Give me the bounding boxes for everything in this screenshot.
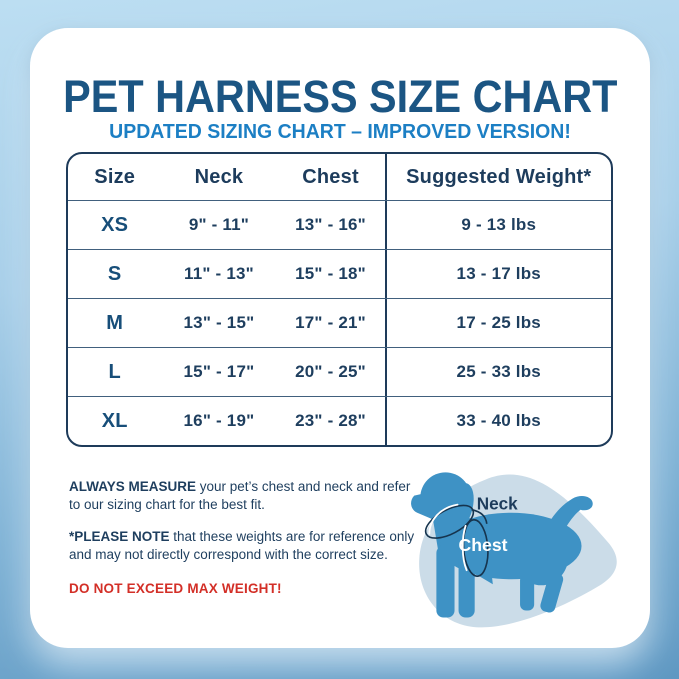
cell-weight: 25 - 33 lbs (384, 348, 611, 396)
cell-size: L (108, 360, 121, 383)
cell-weight: 33 - 40 lbs (384, 397, 611, 445)
cell-neck: 13" - 15" (183, 313, 255, 332)
note-measure-text: your pet’s chest and neck and refer to o… (69, 479, 411, 513)
note-measure: ALWAYS MEASURE your pet’s chest and neck… (69, 478, 415, 514)
table-row-l: L 15" - 17" 20" - 25" 25 - 33 lbs (68, 347, 611, 396)
cell-size: XL (101, 409, 128, 432)
page-subtitle: UPDATED SIZING CHART – IMPROVED VERSION! (30, 120, 650, 143)
cell-size: XS (101, 213, 129, 236)
cell-weight: 13 - 17 lbs (384, 250, 611, 298)
chest-ring-highlight (461, 524, 468, 572)
cell-weight: 17 - 25 lbs (384, 299, 611, 347)
max-weight-warning: DO NOT EXCEED MAX WEIGHT! (69, 581, 282, 597)
chest-label: Chest (459, 535, 508, 555)
ring-connector-line (471, 508, 488, 524)
table-row-s: S 11" - 13" 15" - 18" 13 - 17 lbs (68, 249, 611, 298)
cell-neck: 11" - 13" (183, 264, 254, 283)
cell-size: S (107, 262, 122, 285)
cell-neck: 9" - 11" (188, 215, 250, 234)
notes-block: ALWAYS MEASURE your pet’s chest and neck… (69, 478, 415, 612)
neck-label: Neck (477, 494, 518, 514)
cell-chest: 23" - 28" (295, 411, 366, 430)
column-header-weight: Suggested Weight* (384, 154, 611, 200)
table-row-xs: XS 9" - 11" 13" - 16" 9 - 13 lbs (68, 200, 611, 249)
table-row-xl: XL 16" - 19" 23" - 28" 33 - 40 lbs (68, 396, 611, 445)
table-row-m: M 13" - 15" 17" - 21" 17 - 25 lbs (68, 298, 611, 347)
cell-chest: 17" - 21" (295, 313, 366, 332)
cell-neck: 16" - 19" (183, 411, 255, 430)
cell-chest: 15" - 18" (295, 264, 366, 283)
cell-chest: 13" - 16" (295, 215, 366, 234)
note-reference-text: that these weights are for reference onl… (69, 529, 415, 563)
column-header-size: Size (94, 165, 136, 188)
note-measure-lead: ALWAYS MEASURE (69, 479, 197, 494)
page-title-text: PET HARNESS SIZE CHART (62, 71, 618, 122)
column-header-chest: Chest (302, 165, 359, 188)
cell-weight: 9 - 13 lbs (384, 201, 611, 249)
cell-size: M (106, 311, 124, 334)
column-header-neck: Neck (194, 165, 244, 188)
note-reference: *PLEASE NOTE that these weights are for … (69, 528, 415, 564)
dog-measurement-diagram: Neck Chest (411, 472, 617, 628)
cell-neck: 15" - 17" (183, 362, 255, 381)
cell-chest: 20" - 25" (295, 362, 366, 381)
page-title: PET HARNESS SIZE CHART (30, 74, 650, 119)
size-chart-table: Size Neck Chest Suggested Weight* XS 9" … (66, 152, 613, 447)
note-reference-lead: *PLEASE NOTE (69, 529, 170, 545)
neck-ring-highlight (428, 503, 459, 535)
table-header-row: Size Neck Chest Suggested Weight* (68, 154, 611, 200)
info-card: PET HARNESS SIZE CHART UPDATED SIZING CH… (30, 28, 650, 648)
page-subtitle-text: UPDATED SIZING CHART – IMPROVED VERSION! (109, 120, 571, 143)
dog-silhouette-icon (411, 472, 593, 618)
